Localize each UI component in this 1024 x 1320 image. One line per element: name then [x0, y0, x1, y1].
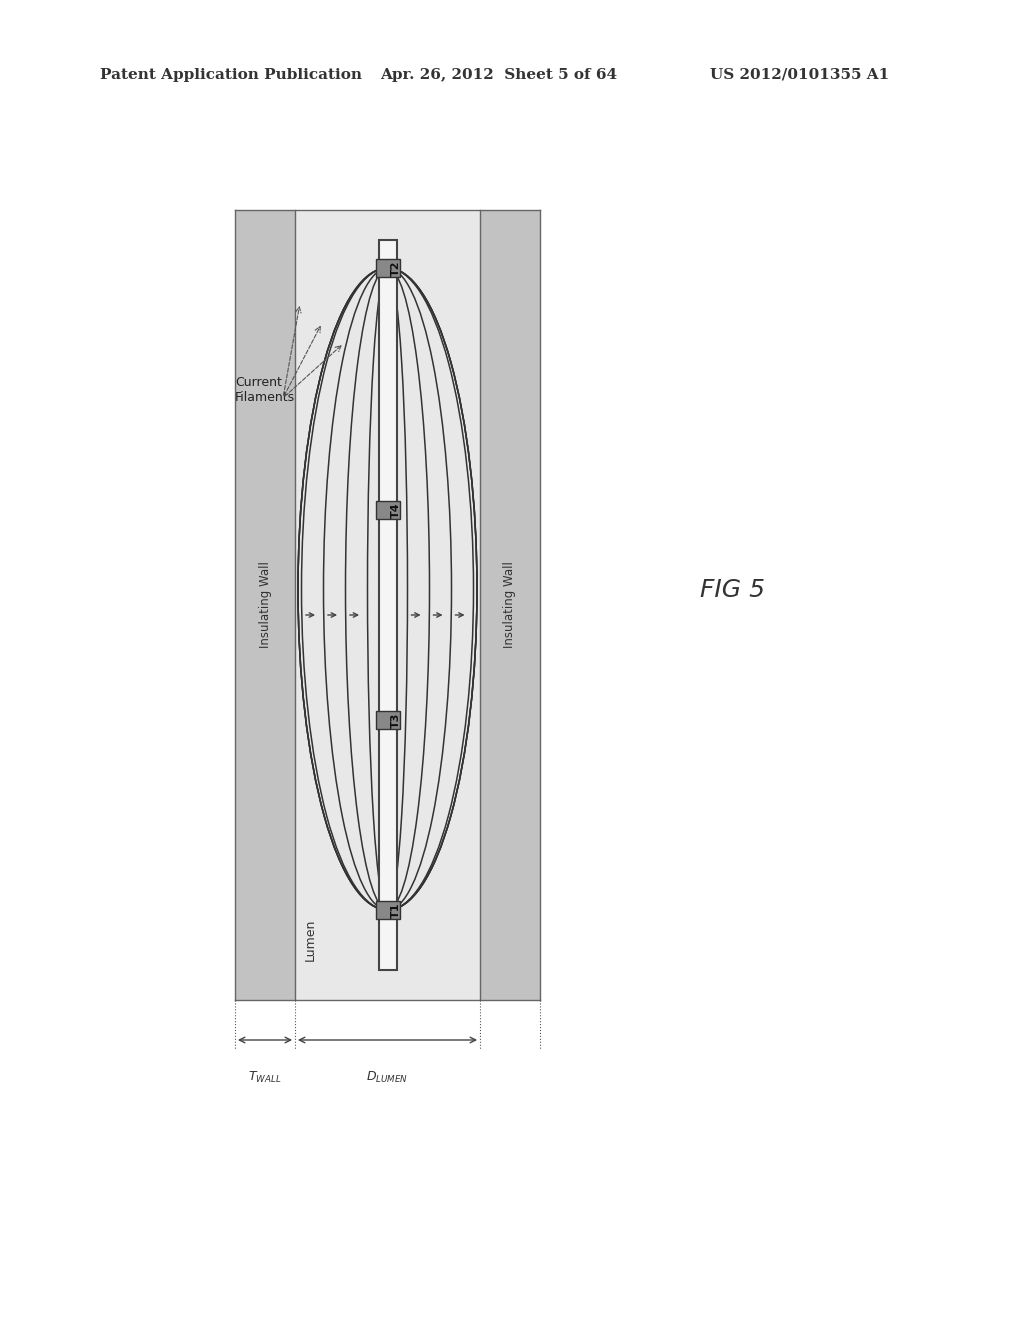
Text: Lumen: Lumen — [303, 919, 316, 961]
Text: Insulating Wall: Insulating Wall — [504, 561, 516, 648]
Bar — [234, 210, 295, 1001]
Text: Patent Application Publication: Patent Application Publication — [100, 69, 362, 82]
Text: Insulating Wall: Insulating Wall — [258, 561, 271, 648]
Bar — [295, 210, 480, 1001]
Text: Apr. 26, 2012  Sheet 5 of 64: Apr. 26, 2012 Sheet 5 of 64 — [380, 69, 617, 82]
Bar — [376, 502, 399, 519]
Text: US 2012/0101355 A1: US 2012/0101355 A1 — [710, 69, 889, 82]
Text: T2: T2 — [390, 260, 400, 276]
Text: $D_{LUMEN}$: $D_{LUMEN}$ — [367, 1071, 409, 1085]
Bar — [480, 210, 540, 1001]
Text: T3: T3 — [390, 713, 400, 727]
Text: Current
Filaments: Current Filaments — [234, 376, 295, 404]
Text: T1: T1 — [390, 903, 400, 917]
Bar — [376, 259, 399, 277]
Text: FIG 5: FIG 5 — [700, 578, 765, 602]
Text: T4: T4 — [390, 502, 400, 517]
Bar — [376, 902, 399, 919]
Bar — [379, 240, 396, 970]
Bar — [234, 210, 540, 1001]
Bar — [376, 711, 399, 729]
Text: $T_{WALL}$: $T_{WALL}$ — [248, 1071, 282, 1085]
